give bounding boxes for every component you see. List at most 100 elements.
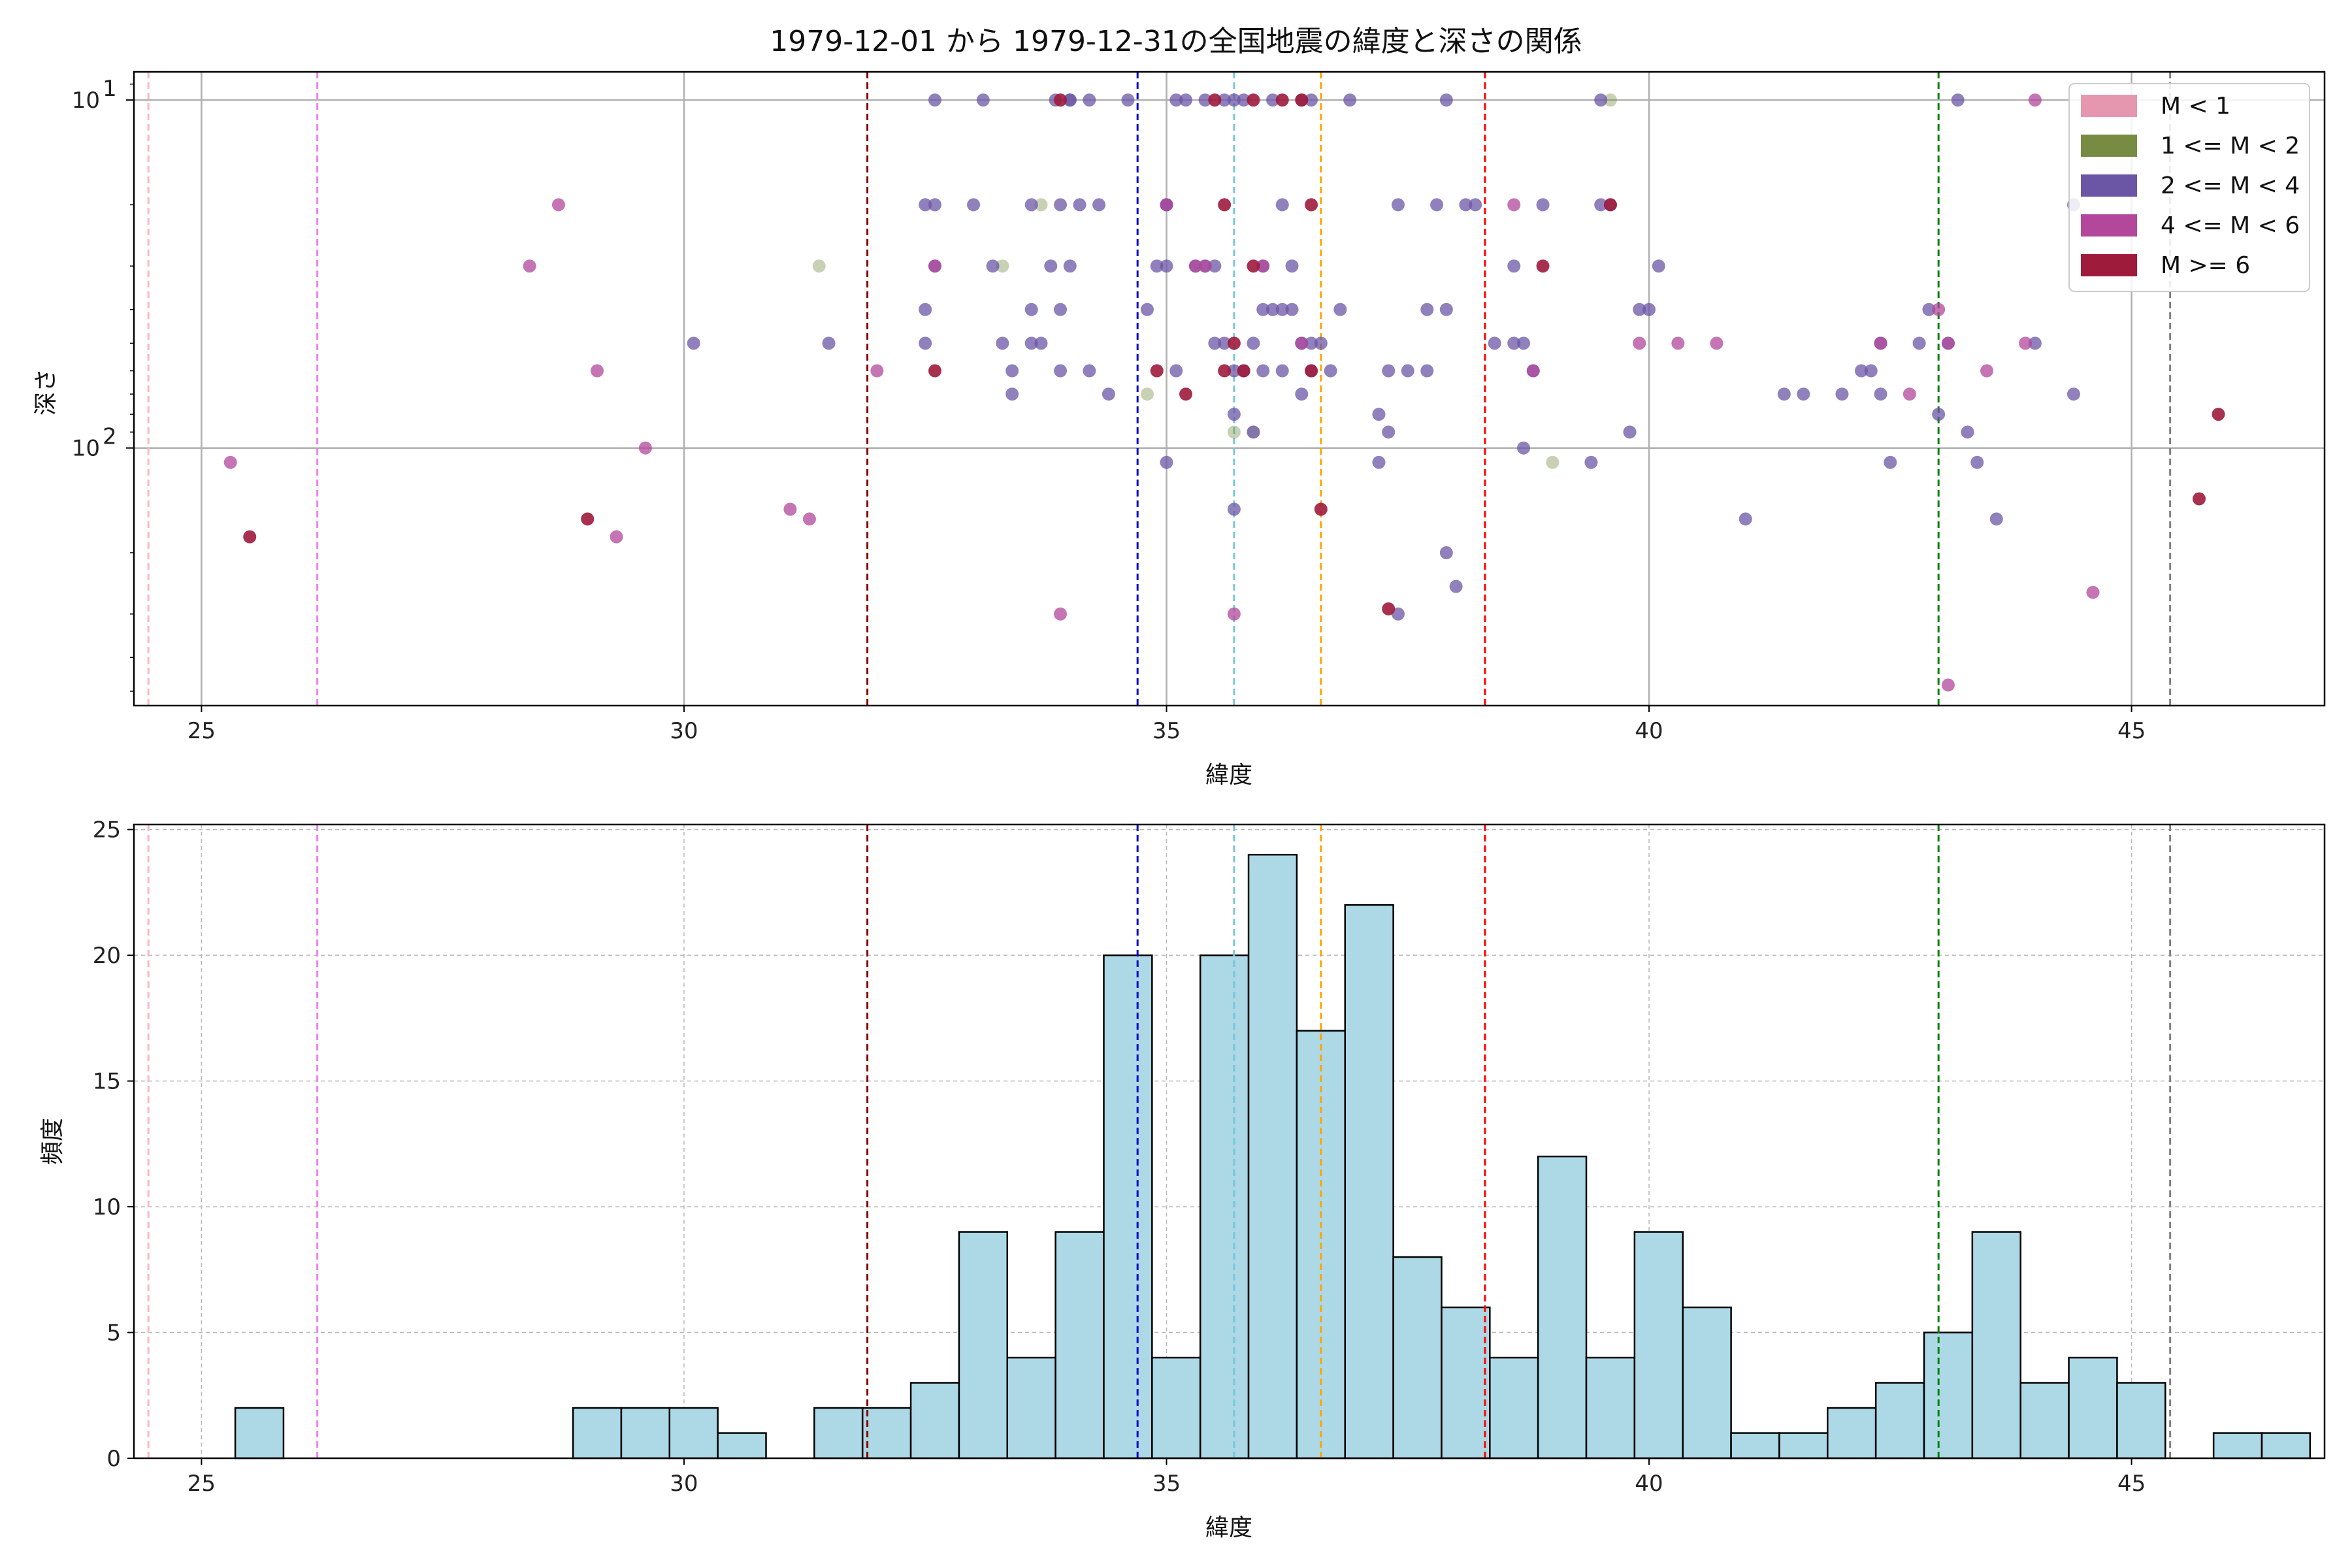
scatter-point	[1179, 387, 1193, 401]
scatter-point	[223, 455, 237, 469]
scatter-point	[1941, 336, 1955, 350]
histogram-bar	[1489, 1356, 1539, 1460]
scatter-point	[1073, 198, 1086, 212]
scatter-point	[1777, 387, 1791, 401]
scatter-point	[1536, 259, 1550, 273]
scatter-point	[1227, 607, 1241, 621]
scatter-point	[610, 530, 623, 544]
scatter-point	[1063, 93, 1077, 107]
scatter-point	[1266, 302, 1279, 316]
histogram-bar	[1151, 1356, 1201, 1460]
histogram-bar	[1247, 853, 1298, 1460]
scatter-point	[581, 512, 595, 526]
scatter-point	[1507, 259, 1521, 273]
scatter-point	[1179, 93, 1193, 107]
histogram-bar	[1441, 1306, 1491, 1460]
scatter-point	[919, 198, 932, 212]
scatter-point	[1305, 364, 1318, 378]
scatter-point	[1372, 455, 1386, 469]
y-tick-label: 20	[93, 943, 121, 969]
scatter-point	[1642, 302, 1656, 316]
x-tick-label: 45	[2117, 1471, 2146, 1497]
scatter-point	[1227, 93, 1241, 107]
histogram-bar	[2019, 1382, 2070, 1460]
scatter-points	[223, 93, 2225, 692]
scatter-point	[1932, 302, 1946, 316]
x-tick-label: 40	[1635, 1471, 1663, 1497]
scatter-point	[967, 198, 981, 212]
scatter-point	[1005, 387, 1019, 401]
scatter-point	[1247, 259, 1260, 273]
scatter-point	[1970, 455, 1984, 469]
scatter-point	[996, 259, 1009, 273]
scatter-point	[812, 259, 826, 273]
scatter-point	[1208, 93, 1222, 107]
legend-swatch	[2081, 214, 2137, 237]
scatter-point	[1102, 387, 1115, 401]
scatter-point	[1083, 93, 1096, 107]
scatter-point	[1420, 302, 1434, 316]
scatter-point	[1488, 336, 1501, 350]
histogram-bar	[813, 1407, 864, 1460]
scatter-point	[1951, 93, 1965, 107]
scatter-point	[1314, 502, 1328, 516]
scatter-point	[1874, 387, 1887, 401]
scatter-point	[1739, 512, 1752, 526]
histogram-bar	[1682, 1306, 1732, 1460]
scatter-point	[523, 259, 536, 273]
scatter-point	[1314, 336, 1328, 350]
scatter-point	[1218, 93, 1232, 107]
scatter-point	[1922, 302, 1936, 316]
histogram-bar	[1585, 1356, 1636, 1460]
scatter-point	[1218, 198, 1232, 212]
scatter-point	[1989, 512, 2003, 526]
scatter-point	[1169, 364, 1183, 378]
y-tick-label: 10	[93, 1194, 121, 1220]
histogram-bar	[234, 1407, 285, 1460]
scatter-point	[1633, 302, 1646, 316]
scatter-point	[1005, 364, 1019, 378]
scatter-point	[1517, 336, 1531, 350]
y-tick-label: 5	[106, 1320, 121, 1347]
legend-label: 1 <= M < 2	[2161, 133, 2300, 159]
legend-label: M < 1	[2161, 93, 2230, 120]
scatter-point	[1391, 607, 1405, 621]
scatter-point	[1382, 364, 1396, 378]
scatter-point	[1275, 198, 1289, 212]
histogram-bar	[1827, 1407, 1877, 1460]
scatter-point	[1247, 425, 1260, 439]
histogram-bar	[1971, 1231, 2021, 1460]
histogram-bar	[1006, 1356, 1056, 1460]
legend-label: M >= 6	[2161, 252, 2250, 279]
scatter-point	[638, 441, 652, 455]
scatter-point	[1140, 302, 1154, 316]
scatter-point	[1333, 302, 1347, 316]
scatter-x-axis-label: 緯度	[1205, 762, 1252, 789]
scatter-point	[1208, 259, 1222, 273]
scatter-plot: 1979-12-01 から 1979-12-31の全国地震の緯度と深さの関係 2…	[33, 25, 2326, 789]
scatter-point	[1633, 336, 1646, 350]
scatter-point	[928, 364, 941, 378]
scatter-point	[1034, 198, 1048, 212]
histogram-bar	[1344, 904, 1394, 1460]
scatter-point	[2028, 93, 2042, 107]
scatter-point	[1980, 364, 1994, 378]
scatter-point	[1603, 93, 1617, 107]
scatter-axes-frame	[133, 71, 2326, 707]
histogram-y-axis-label: 頻度	[39, 1118, 66, 1165]
y-tick-label: 15	[93, 1069, 121, 1095]
scatter-point	[1295, 336, 1309, 350]
scatter-point	[1884, 455, 1897, 469]
scatter-point	[986, 259, 1000, 273]
histogram-bar	[861, 1407, 912, 1460]
scatter-point	[928, 259, 941, 273]
scatter-point	[1864, 364, 1878, 378]
scatter-point	[1594, 198, 1608, 212]
scatter-point	[783, 502, 797, 516]
histogram-bar	[958, 1231, 1009, 1460]
scatter-point	[1266, 93, 1279, 107]
histogram-reference-lines	[147, 825, 2172, 1458]
scatter-point	[1710, 336, 1723, 350]
histogram-bar	[2068, 1356, 2118, 1460]
